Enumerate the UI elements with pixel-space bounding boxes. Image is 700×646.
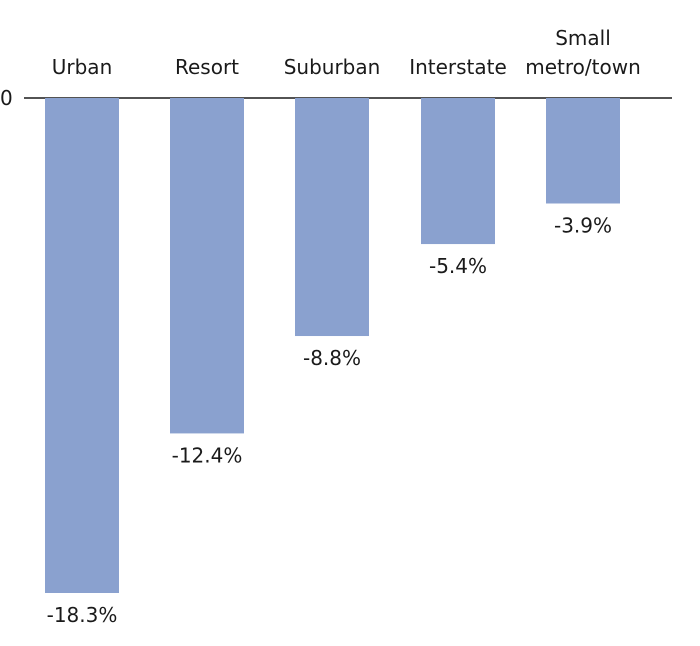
category-label: Urban: [52, 55, 113, 79]
bar-small-metro-town: [546, 98, 620, 204]
bar-resort: [170, 98, 244, 434]
bar-urban: [45, 98, 119, 593]
value-label: -5.4%: [429, 254, 487, 278]
category-label-line: metro/town: [525, 55, 641, 79]
category-label-line: Interstate: [409, 55, 507, 79]
category-labels-group: Urban Resort Suburban Interstate Small metro/…: [52, 26, 641, 79]
value-label: -18.3%: [47, 603, 118, 627]
category-label-line: Urban: [52, 55, 113, 79]
bar-suburban: [295, 98, 369, 337]
value-labels-group: -18.3% -12.4% -8.8% -5.4% -3.9%: [47, 213, 612, 627]
category-label-line: Suburban: [284, 55, 381, 79]
value-label: -8.8%: [303, 346, 361, 370]
category-label: Small metro/town: [525, 26, 641, 79]
y-axis-zero-label: 0: [0, 86, 13, 110]
category-label-line: Resort: [175, 55, 239, 79]
bar-interstate: [421, 98, 495, 245]
value-label: -3.9%: [554, 213, 612, 237]
category-label-line: Small: [555, 26, 611, 50]
category-label: Resort: [175, 55, 239, 79]
category-label: Suburban: [284, 55, 381, 79]
bars-group: [45, 98, 620, 593]
category-label: Interstate: [409, 55, 507, 79]
value-label: -12.4%: [172, 443, 243, 467]
